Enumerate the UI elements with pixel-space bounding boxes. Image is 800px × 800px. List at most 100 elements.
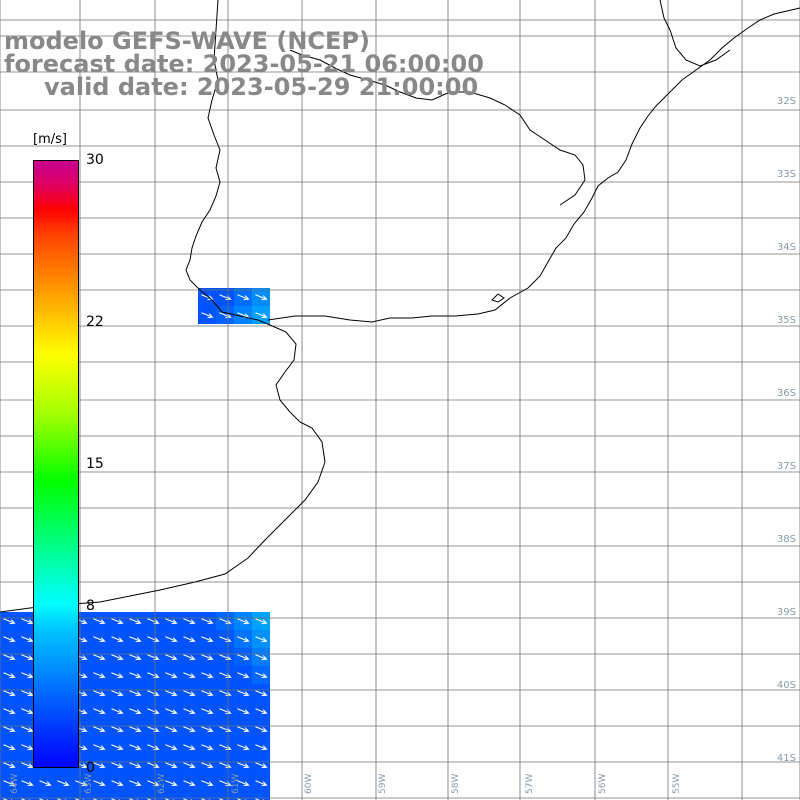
wind-arrow — [93, 744, 106, 751]
lon-label: 57W — [524, 773, 535, 794]
wind-arrow — [3, 618, 16, 625]
wind-arrow — [165, 762, 178, 769]
wind-arrow — [129, 708, 142, 715]
wind-arrow — [237, 690, 250, 697]
colorbar-tick-15: 15 — [86, 456, 104, 472]
wind-arrow — [3, 726, 16, 733]
wind-arrow — [21, 690, 34, 697]
colorbar — [33, 160, 79, 768]
wind-arrow — [111, 744, 124, 751]
lon-label: 59W — [377, 773, 388, 794]
wind-arrow — [237, 726, 250, 733]
wind-arrow — [21, 654, 34, 661]
lon-label: 55W — [671, 773, 682, 794]
wind-arrow — [111, 672, 124, 679]
wind-arrow — [3, 636, 16, 643]
wind-arrow — [21, 780, 34, 787]
lat-label: 32S — [776, 96, 796, 107]
wind-arrow — [111, 708, 124, 715]
wind-arrow — [93, 636, 106, 643]
wind-arrow — [93, 726, 106, 733]
wind-arrow — [93, 690, 106, 697]
wind-arrow — [165, 654, 178, 661]
wind-arrow — [183, 636, 196, 643]
wind-arrow — [165, 708, 178, 715]
wind-cell — [216, 792, 234, 800]
wind-cell — [36, 792, 54, 800]
wind-arrow — [21, 618, 34, 625]
wind-arrow — [21, 708, 34, 715]
wind-arrow — [3, 672, 16, 679]
lat-label: 33S — [776, 169, 796, 180]
coastline — [0, 0, 800, 613]
wind-cell — [144, 792, 162, 800]
wind-arrow — [111, 726, 124, 733]
wind-arrow — [183, 690, 196, 697]
wind-arrow — [21, 636, 34, 643]
wind-arrow — [201, 636, 214, 643]
wind-arrow — [201, 690, 214, 697]
wind-cell — [18, 792, 36, 800]
wind-arrow — [93, 672, 106, 679]
wind-arrow — [237, 636, 250, 643]
forecast-date: forecast date: 2023-05-21 06:00:00 — [4, 50, 484, 78]
wind-cell — [0, 792, 18, 800]
wind-arrow — [129, 672, 142, 679]
wind-arrow — [255, 636, 268, 643]
wind-arrow — [237, 744, 250, 751]
wind-arrow — [165, 726, 178, 733]
colorbar-tick-8: 8 — [86, 597, 95, 614]
wind-arrow — [183, 654, 196, 661]
lat-label: 34S — [776, 242, 796, 253]
lon-label: 61W — [230, 773, 241, 794]
wind-arrow — [237, 618, 250, 625]
wind-arrow — [111, 780, 124, 787]
wind-cell — [234, 792, 252, 800]
wind-arrow — [183, 780, 196, 787]
wind-arrow — [129, 780, 142, 787]
wind-arrow — [201, 312, 214, 319]
wind-arrow — [201, 618, 214, 625]
lat-label: 40S — [776, 680, 796, 691]
wind-arrow — [21, 672, 34, 679]
wind-arrow — [237, 780, 250, 787]
wind-arrow — [255, 654, 268, 661]
wind-arrow — [129, 690, 142, 697]
wind-arrow — [201, 672, 214, 679]
wind-arrow — [93, 618, 106, 625]
wind-arrow — [111, 654, 124, 661]
wind-arrow — [129, 618, 142, 625]
wind-arrow — [3, 780, 16, 787]
wind-arrow — [201, 654, 214, 661]
wind-arrow — [75, 780, 88, 787]
lat-label: 38S — [776, 534, 796, 545]
wind-cell — [180, 792, 198, 800]
wind-arrow — [129, 636, 142, 643]
wind-arrow — [255, 690, 268, 697]
wind-arrow — [3, 690, 16, 697]
lat-label: 36S — [776, 388, 796, 399]
wind-arrow — [183, 744, 196, 751]
wind-arrow — [93, 780, 106, 787]
colorbar-tick-30: 30 — [86, 152, 104, 168]
wind-arrow — [129, 744, 142, 751]
valid-date: valid date: 2023-05-29 21:00:00 — [44, 73, 479, 101]
wind-arrow — [183, 618, 196, 625]
lat-label: 41S — [776, 753, 796, 764]
lon-label: 64W — [10, 773, 20, 794]
wind-arrow — [255, 294, 268, 301]
wind-arrow — [165, 636, 178, 643]
wind-arrow — [255, 672, 268, 679]
lon-label: 56W — [598, 773, 608, 794]
wind-cell — [108, 792, 126, 800]
wind-arrow — [57, 780, 70, 787]
wind-arrow — [255, 744, 268, 751]
wind-arrow — [3, 762, 16, 769]
colorbar-tick-22: 22 — [86, 314, 104, 331]
wind-arrow — [165, 744, 178, 751]
lon-label: 62W — [157, 773, 167, 794]
wind-arrow — [129, 726, 142, 733]
wind-cell — [90, 792, 108, 800]
wind-arrow — [201, 762, 214, 769]
